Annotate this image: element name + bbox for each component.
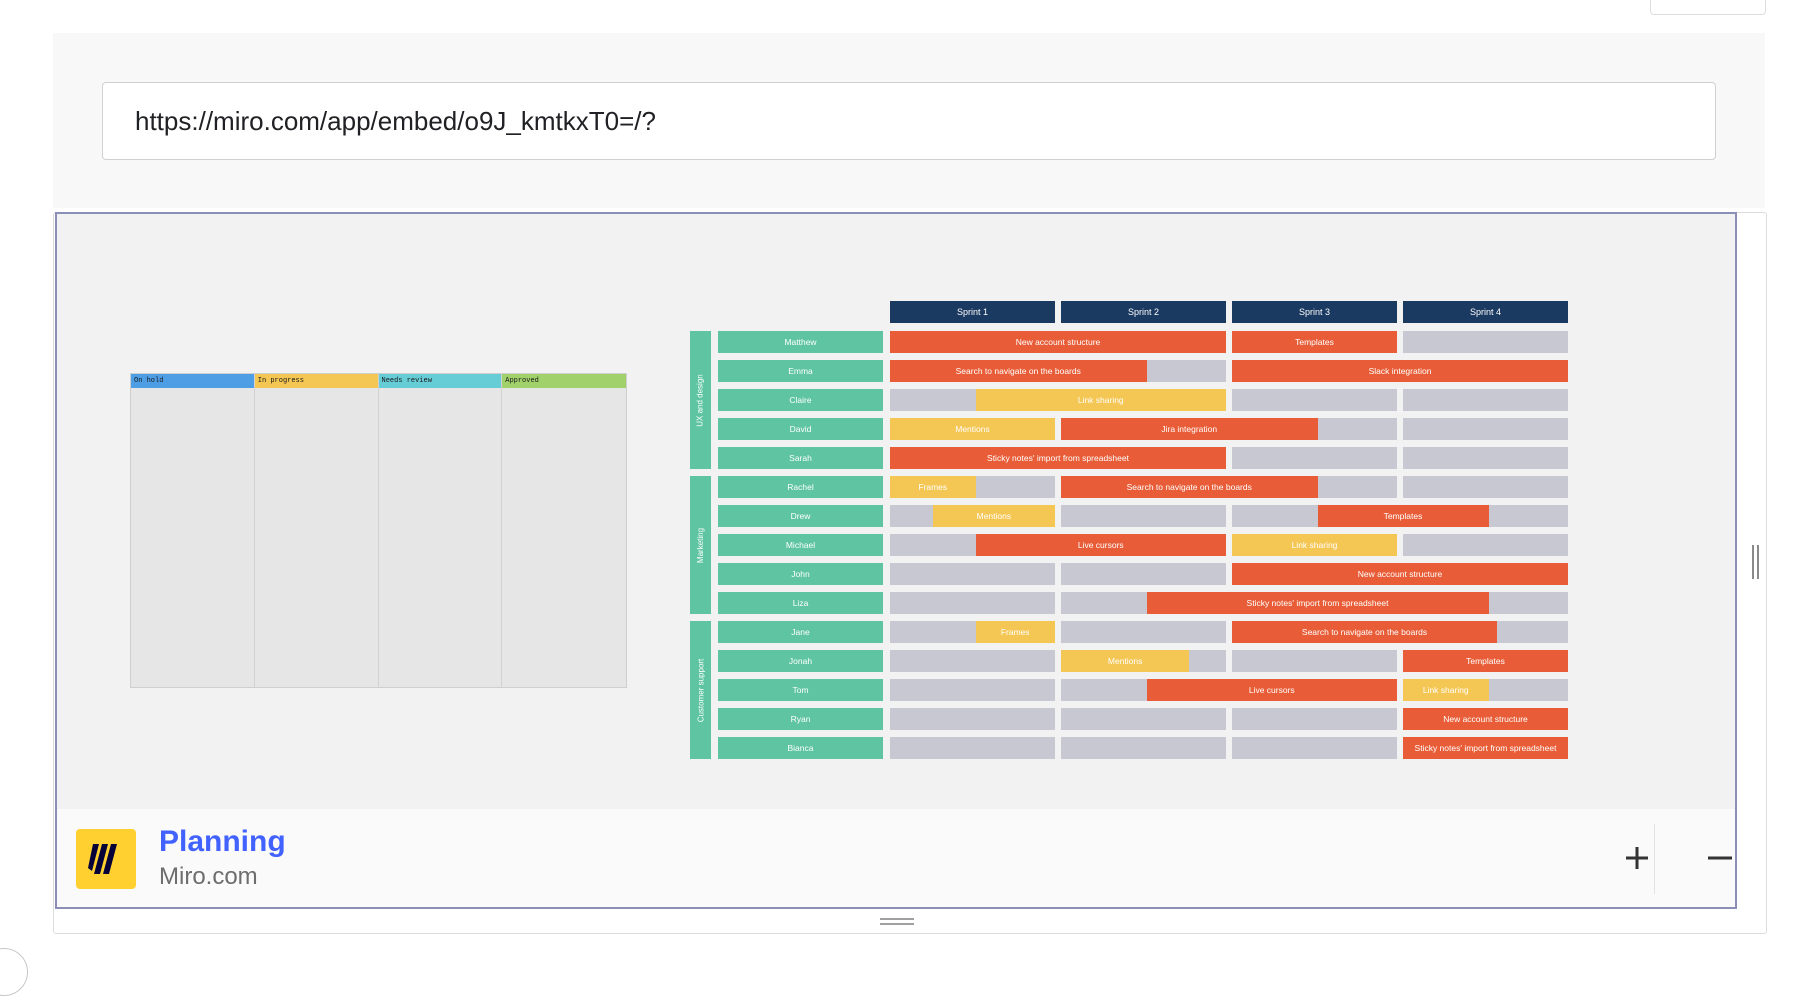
person-name-cell[interactable]: Ryan	[718, 708, 883, 730]
empty-sprint-cell[interactable]	[1403, 534, 1568, 556]
empty-sprint-cell[interactable]	[1403, 476, 1568, 498]
person-name-cell[interactable]: Liza	[718, 592, 883, 614]
task-bar[interactable]: New account structure	[890, 331, 1226, 353]
board-source[interactable]: Miro.com	[159, 863, 258, 890]
task-bar[interactable]: Search to navigate on the boards	[1232, 621, 1498, 643]
kanban-column-header: Approved	[502, 374, 626, 388]
person-name-cell[interactable]: Claire	[718, 389, 883, 411]
task-bar[interactable]: Link sharing	[975, 389, 1226, 411]
zoom-out-button[interactable]	[1685, 823, 1735, 893]
task-bar[interactable]: Live cursors	[975, 534, 1226, 556]
empty-sprint-cell[interactable]	[1232, 737, 1397, 759]
person-name-cell[interactable]: David	[718, 418, 883, 440]
person-name-cell[interactable]: Rachel	[718, 476, 883, 498]
empty-sprint-cell[interactable]	[1403, 447, 1568, 469]
task-bar[interactable]: Templates	[1403, 650, 1568, 672]
empty-sprint-cell[interactable]	[1061, 737, 1226, 759]
kanban-column[interactable]: On hold	[131, 374, 255, 687]
person-name-cell[interactable]: Jane	[718, 621, 883, 643]
person-name-cell[interactable]: Tom	[718, 679, 883, 701]
kanban-column-header: Needs review	[378, 374, 502, 388]
person-name-cell[interactable]: Bianca	[718, 737, 883, 759]
empty-sprint-cell[interactable]	[1403, 389, 1568, 411]
miro-logo-icon[interactable]	[76, 829, 136, 889]
board-title[interactable]: Planning	[159, 825, 286, 858]
bottom-resize-handle[interactable]	[880, 918, 914, 928]
empty-sprint-cell[interactable]	[1061, 563, 1226, 585]
empty-sprint-cell[interactable]	[1232, 447, 1397, 469]
minus-icon	[1708, 856, 1732, 860]
team-group-label-text: Marketing	[696, 527, 705, 563]
team-group-label-wrap: Customer support	[690, 621, 711, 759]
miro-embed-frame[interactable]: On hold In progress Needs review Approved S…	[55, 212, 1737, 909]
task-bar[interactable]: Mentions	[932, 505, 1055, 527]
task-bar[interactable]: Jira integration	[1061, 418, 1318, 440]
empty-sprint-cell[interactable]	[890, 650, 1055, 672]
corner-decoration	[0, 948, 28, 996]
kanban-column-header: In progress	[254, 374, 378, 388]
task-bar[interactable]: Sticky notes' import from spreadsheet	[1146, 592, 1489, 614]
kanban-column[interactable]: Approved	[502, 374, 626, 687]
sprint-header: Sprint 3	[1232, 301, 1397, 323]
plus-icon	[1626, 847, 1648, 869]
team-group-label: Marketing	[690, 476, 711, 614]
task-bar[interactable]: Mentions	[1061, 650, 1190, 672]
task-bar[interactable]: Link sharing	[1232, 534, 1397, 556]
empty-sprint-cell[interactable]	[890, 737, 1055, 759]
kanban-column[interactable]: In progress	[254, 374, 379, 687]
person-name-cell[interactable]: John	[718, 563, 883, 585]
person-name-cell[interactable]: Matthew	[718, 331, 883, 353]
sprint-header: Sprint 4	[1403, 301, 1568, 323]
empty-sprint-cell[interactable]	[1061, 708, 1226, 730]
empty-sprint-cell[interactable]	[1403, 331, 1568, 353]
team-group-label: Customer support	[690, 621, 711, 759]
task-bar[interactable]: Search to navigate on the boards	[1061, 476, 1318, 498]
embed-url-input[interactable]	[102, 82, 1716, 160]
task-bar[interactable]: Frames	[890, 476, 976, 498]
top-tab[interactable]	[1650, 0, 1766, 15]
sprint-header: Sprint 1	[890, 301, 1055, 323]
task-bar[interactable]: Frames	[975, 621, 1055, 643]
kanban-column[interactable]: Needs review	[378, 374, 503, 687]
person-name-cell[interactable]: Drew	[718, 505, 883, 527]
zoom-in-button[interactable]	[1602, 823, 1672, 893]
embed-footer: Planning Miro.com	[57, 809, 1735, 907]
kanban-board[interactable]: On hold In progress Needs review Approved	[130, 373, 627, 688]
empty-sprint-cell[interactable]	[890, 708, 1055, 730]
team-group-label-text: UX and design	[696, 373, 706, 427]
empty-sprint-cell[interactable]	[1232, 389, 1397, 411]
empty-sprint-cell[interactable]	[1403, 418, 1568, 440]
sprint-header: Sprint 2	[1061, 301, 1226, 323]
task-bar[interactable]: Mentions	[890, 418, 1055, 440]
task-bar[interactable]: Live cursors	[1146, 679, 1397, 701]
empty-sprint-cell[interactable]	[890, 679, 1055, 701]
task-bar[interactable]: Templates	[1232, 331, 1397, 353]
kanban-column-header: On hold	[131, 374, 254, 388]
task-bar[interactable]: Templates	[1317, 505, 1489, 527]
person-name-cell[interactable]: Michael	[718, 534, 883, 556]
empty-sprint-cell[interactable]	[890, 563, 1055, 585]
task-bar[interactable]: Sticky notes' import from spreadsheet	[890, 447, 1226, 469]
empty-sprint-cell[interactable]	[1061, 621, 1226, 643]
task-bar[interactable]: Slack integration	[1232, 360, 1568, 382]
empty-sprint-cell[interactable]	[1061, 505, 1226, 527]
person-name-cell[interactable]: Emma	[718, 360, 883, 382]
person-name-cell[interactable]: Sarah	[718, 447, 883, 469]
empty-sprint-cell[interactable]	[1232, 708, 1397, 730]
task-bar[interactable]: Search to navigate on the boards	[890, 360, 1147, 382]
person-name-cell[interactable]: Jonah	[718, 650, 883, 672]
team-group-label: UX and design	[690, 331, 711, 469]
board-canvas[interactable]: On hold In progress Needs review Approved S…	[57, 214, 1735, 811]
task-bar[interactable]: New account structure	[1403, 708, 1568, 730]
team-group-label-text: Customer support	[696, 658, 705, 722]
team-group-label-wrap: Marketing	[690, 476, 711, 614]
team-group-label-wrap: UX and design	[690, 331, 711, 469]
side-resize-handle[interactable]	[1752, 545, 1760, 579]
task-bar[interactable]: Link sharing	[1403, 679, 1489, 701]
empty-sprint-cell[interactable]	[1232, 650, 1397, 672]
empty-sprint-cell[interactable]	[890, 592, 1055, 614]
task-bar[interactable]: Sticky notes' import from spreadsheet	[1403, 737, 1568, 759]
task-bar[interactable]: New account structure	[1232, 563, 1568, 585]
zoom-divider	[1654, 824, 1655, 894]
